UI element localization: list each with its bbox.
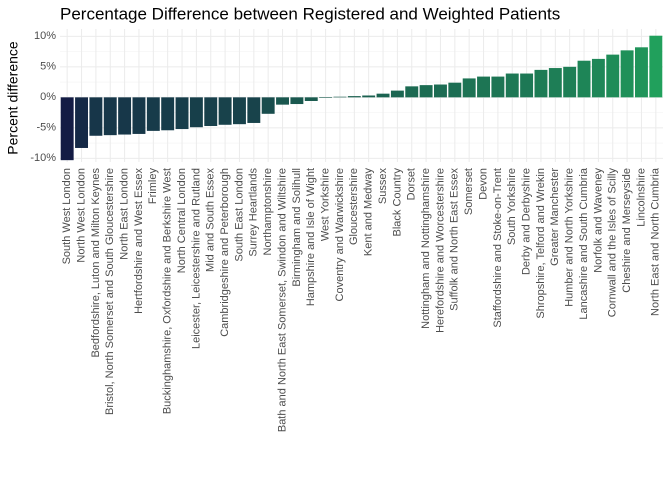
x-tick-label: Nottingham and Nottinghamshire xyxy=(420,168,432,329)
x-tick-label: Birmingham and Solihull xyxy=(291,168,303,287)
x-tick-label: South West London xyxy=(61,168,73,264)
x-tick-label: North East and North Cumbria xyxy=(650,167,662,316)
x-tick-label: Staffordshire and Stoke-on-Trent xyxy=(492,168,504,328)
x-tick-label: Leicester, Leicestershire and Rutland xyxy=(190,168,202,349)
bar xyxy=(60,97,74,161)
bar xyxy=(419,85,433,98)
x-tick-label: Coventry and Warwickshire xyxy=(334,168,346,301)
bar xyxy=(247,97,261,123)
bar xyxy=(649,35,663,98)
y-tick-label: -10% xyxy=(30,152,56,164)
bar xyxy=(620,50,634,98)
x-tick-label: Herefordshire and Worcestershire xyxy=(434,168,446,333)
x-tick-label: Lancashire and South Cumbria xyxy=(578,167,590,320)
bar xyxy=(606,54,620,98)
bar xyxy=(261,97,275,114)
bar xyxy=(161,97,175,131)
bar xyxy=(434,84,447,98)
x-tick-label: Norfolk and Waveney xyxy=(592,168,604,273)
bar xyxy=(103,97,117,136)
bar xyxy=(577,60,591,98)
x-tick-label: Bristol, North Somerset and South Glouce… xyxy=(104,168,116,415)
y-tick-label: 0% xyxy=(40,91,56,103)
bar xyxy=(146,97,160,131)
bar xyxy=(218,97,232,125)
x-tick-label: Shropshire, Telford and Wrekin xyxy=(535,168,547,319)
bar xyxy=(563,66,577,98)
x-tick-label: Buckinghamshire, Oxfordshire and Berkshi… xyxy=(162,168,174,414)
x-tick-label: Bedfordshire, Luton and Milton Keynes xyxy=(90,168,102,358)
x-tick-label: Northamptonshire xyxy=(262,168,274,255)
bar xyxy=(175,97,189,130)
x-tick-label: Somerset xyxy=(463,168,475,215)
x-tick-label: Bath and North East Somerset, Swindon an… xyxy=(276,168,288,432)
x-tick-label: Hampshire and Isle of Wight xyxy=(305,168,317,306)
y-tick-label: -5% xyxy=(36,122,56,134)
bar xyxy=(462,78,476,98)
bar xyxy=(477,76,490,98)
bar xyxy=(362,95,376,98)
bar xyxy=(390,90,404,98)
bar xyxy=(376,93,390,98)
bar xyxy=(505,73,519,98)
bar xyxy=(233,97,246,125)
x-tick-label: Mid and South Essex xyxy=(205,168,217,272)
x-tick-label: West Yorkshire xyxy=(320,168,332,241)
chart-title: Percentage Difference between Registered… xyxy=(60,4,560,23)
x-tick-label: Surrey Heartlands xyxy=(248,168,260,257)
x-tick-label: Humber and North Yorkshire xyxy=(564,168,576,307)
y-axis-label: Percent difference xyxy=(5,41,21,155)
y-tick-label: 5% xyxy=(40,61,56,73)
bar xyxy=(491,76,505,98)
bar xyxy=(333,96,347,98)
x-tick-label: Kent and Medway xyxy=(363,168,375,257)
bar xyxy=(548,68,562,98)
x-tick-label: Devon xyxy=(477,168,489,200)
bar xyxy=(276,97,289,105)
bar xyxy=(75,97,88,148)
bar xyxy=(520,73,534,98)
x-tick-label: North West London xyxy=(75,168,87,263)
x-tick-label: Sussex xyxy=(377,168,389,205)
x-tick-label: Cambridgeshire and Peterborough xyxy=(219,168,231,337)
bar xyxy=(635,47,648,98)
bar xyxy=(347,96,361,98)
x-tick-label: North Central London xyxy=(176,168,188,273)
bar xyxy=(534,69,548,98)
bar xyxy=(319,97,333,98)
x-tick-label: Black Country xyxy=(391,168,403,237)
y-tick-label: 10% xyxy=(34,30,56,42)
bar xyxy=(204,97,218,127)
x-tick-label: Dorset xyxy=(406,168,418,200)
bar xyxy=(448,82,462,98)
x-tick-label: South East London xyxy=(233,168,245,262)
x-tick-label: Frimley xyxy=(147,168,159,205)
bar xyxy=(189,97,203,128)
x-tick-label: South Yorkshire xyxy=(506,168,518,245)
x-tick-label: Greater Manchester xyxy=(549,168,561,266)
x-tick-label: Suffolk and North East Essex xyxy=(449,168,461,311)
bar xyxy=(118,97,132,135)
x-tick-label: Cornwall and the Isles of Scilly xyxy=(607,168,619,318)
x-tick-label: Derby and Derbyshire xyxy=(521,168,533,275)
x-tick-label: Lincolnshire xyxy=(635,168,647,227)
bar xyxy=(591,58,605,98)
bar xyxy=(290,97,304,105)
x-tick-label: Gloucestershire xyxy=(348,168,360,245)
bar xyxy=(405,86,419,98)
bar xyxy=(304,97,318,101)
bar xyxy=(132,97,146,134)
x-tick-label: Hertfordshire and West Essex xyxy=(133,168,145,314)
bar xyxy=(89,97,103,136)
x-tick-label: Cheshire and Merseyside xyxy=(621,168,633,293)
x-tick-label: North East London xyxy=(119,168,131,260)
